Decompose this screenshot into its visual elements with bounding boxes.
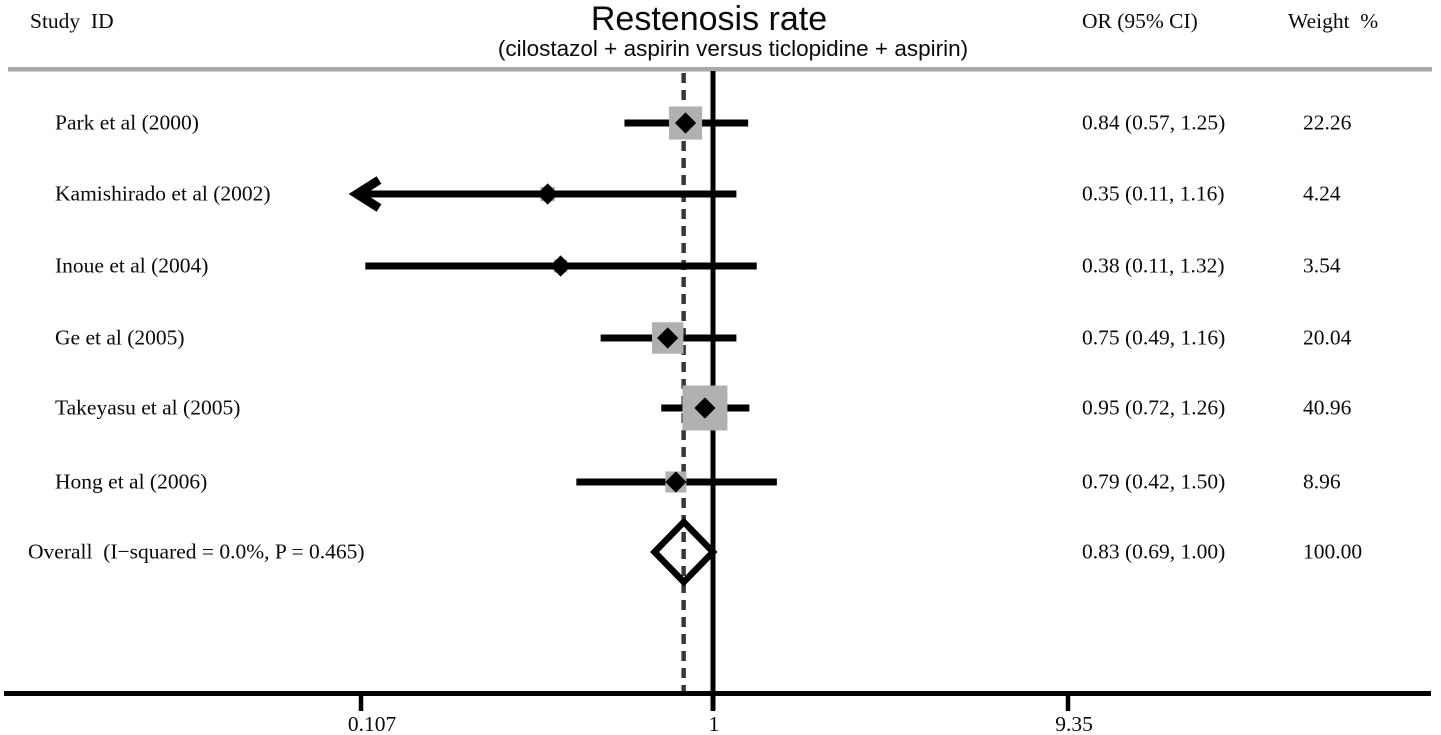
weight-value: 40.96 xyxy=(1303,395,1352,420)
x-tick-label: 1 xyxy=(708,712,720,735)
overall-label: Overall (I−squared = 0.0%, P = 0.465) xyxy=(28,539,365,564)
study-label: Park et al (2000) xyxy=(55,110,199,135)
overall-diamond xyxy=(650,517,718,587)
x-axis-tick xyxy=(1065,694,1071,711)
header-separator xyxy=(8,67,1432,72)
weight-value: 8.96 xyxy=(1303,469,1341,494)
effect-point-diamond xyxy=(665,471,687,493)
effect-point-diamond xyxy=(537,183,559,205)
weight-value: 4.24 xyxy=(1303,181,1341,206)
overall-or-ci-value: 0.83 (0.69, 1.00) xyxy=(1082,539,1226,564)
x-axis-line xyxy=(4,691,1431,696)
weight-value: 20.04 xyxy=(1303,325,1352,350)
x-axis-tick xyxy=(710,694,716,711)
x-tick-label: 9.35 xyxy=(1055,712,1093,735)
effect-point-diamond xyxy=(657,327,679,349)
study-label: Kamishirado et al (2002) xyxy=(55,181,271,206)
x-tick-label: 0.107 xyxy=(347,712,397,735)
column-header-study-id: Study ID xyxy=(30,9,114,33)
chart-subtitle: (cilostazol + aspirin versus ticlopidine… xyxy=(497,36,969,61)
study-label: Ge et al (2005) xyxy=(55,325,185,350)
or-ci-value: 0.84 (0.57, 1.25) xyxy=(1082,110,1226,135)
column-header-weight: Weight % xyxy=(1288,9,1379,33)
or-ci-value: 0.38 (0.11, 1.32) xyxy=(1082,253,1225,278)
or-ci-value: 0.79 (0.42, 1.50) xyxy=(1082,469,1226,494)
weight-value: 22.26 xyxy=(1303,110,1352,135)
chart-title: Restenosis rate xyxy=(590,0,828,38)
or-ci-value: 0.75 (0.49, 1.16) xyxy=(1082,325,1226,350)
column-header-or-ci: OR (95% CI) xyxy=(1082,9,1198,33)
effect-point-diamond xyxy=(674,112,697,134)
effect-point-diamond xyxy=(694,397,716,419)
overall-weight-value: 100.00 xyxy=(1303,539,1363,564)
study-label: Inoue et al (2004) xyxy=(55,253,209,278)
effect-point-diamond xyxy=(549,255,572,277)
ci-clipped-left-arrow-icon xyxy=(348,176,382,212)
study-label: Hong et al (2006) xyxy=(55,469,208,494)
x-axis-tick xyxy=(358,694,364,711)
or-ci-value: 0.95 (0.72, 1.26) xyxy=(1082,395,1226,420)
study-label: Takeyasu et al (2005) xyxy=(55,395,241,420)
or-ci-value: 0.35 (0.11, 1.16) xyxy=(1082,181,1225,206)
weight-value: 3.54 xyxy=(1303,253,1341,278)
